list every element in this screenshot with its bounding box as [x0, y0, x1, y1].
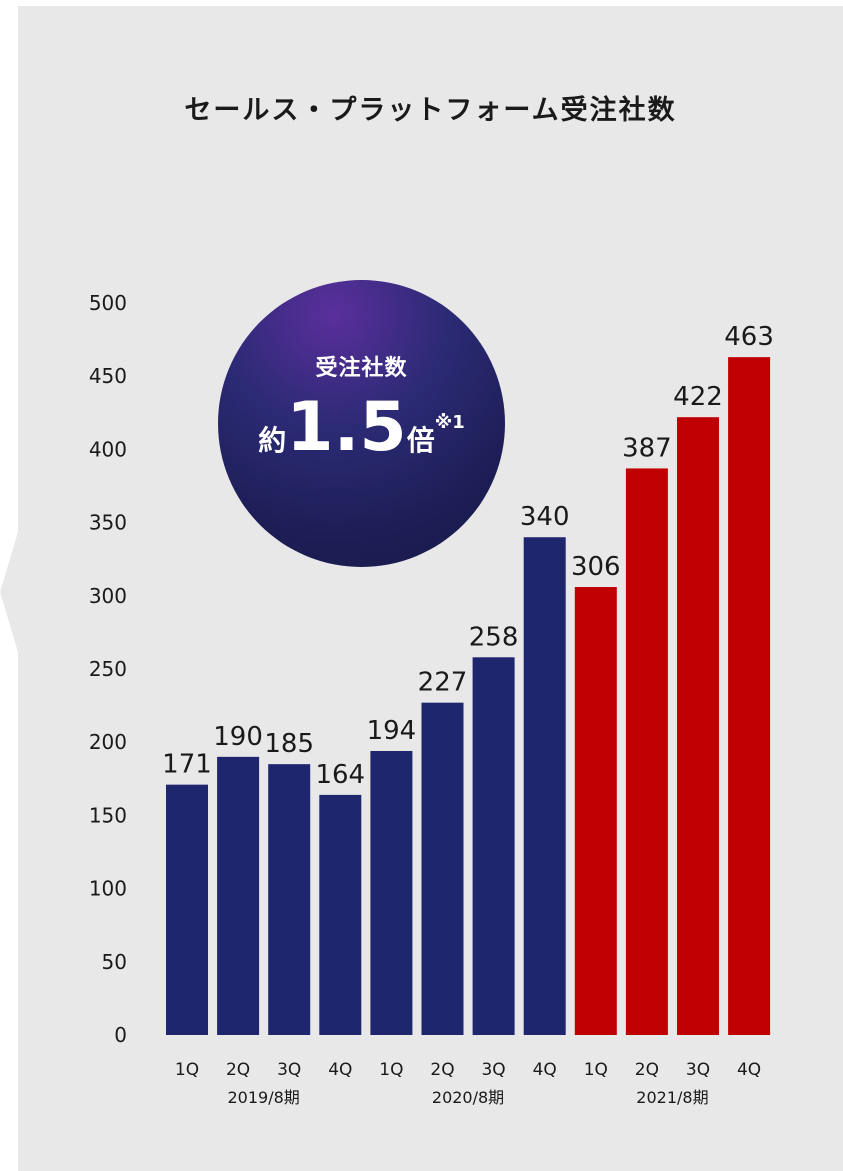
bar [370, 750, 413, 1035]
y-tick-label: 350 [89, 511, 127, 535]
data-label: 185 [264, 729, 314, 759]
data-label: 422 [673, 382, 723, 412]
x-tick-label: 2Q [226, 1060, 250, 1080]
y-tick-label: 450 [89, 364, 127, 388]
bar [728, 357, 771, 1036]
y-tick-label: 500 [89, 291, 127, 315]
data-label: 340 [520, 502, 570, 532]
bar [625, 468, 668, 1035]
x-tick-label: 1Q [584, 1060, 608, 1080]
x-tick-label: 2Q [430, 1060, 454, 1080]
x-tick-label: 1Q [175, 1060, 199, 1080]
bar [166, 784, 208, 1035]
bar [319, 794, 362, 1035]
bar [268, 764, 311, 1035]
data-label: 258 [469, 622, 519, 652]
x-tick-label: 4Q [533, 1060, 557, 1080]
y-tick-label: 50 [102, 950, 127, 974]
data-label: 194 [367, 716, 417, 746]
badge-value: 約1.5倍※1 [218, 388, 505, 467]
bar [472, 657, 515, 1035]
bar [217, 756, 260, 1035]
data-label: 164 [315, 760, 365, 790]
y-tick-label: 200 [89, 730, 127, 754]
bar [523, 537, 566, 1035]
y-tick-label: 250 [89, 657, 127, 681]
y-axis: 0 50 100 150 200 250 300 350 400 450 500 [89, 291, 127, 1047]
x-axis: 1Q 2Q 3Q 4Q 1Q 2Q 3Q 4Q 1Q 2Q 3Q 4Q 2019/8期 2020/8期 20… [175, 1060, 761, 1107]
growth-badge: 受注社数 約1.5倍※1 [218, 280, 505, 567]
chart-title: セールス・プラットフォーム受注社数 [184, 95, 677, 126]
x-tick-label: 2Q [635, 1060, 659, 1080]
data-label: 463 [724, 322, 774, 352]
period-group-label: 2021/8期 [636, 1088, 708, 1107]
y-tick-label: 400 [89, 437, 127, 461]
x-tick-label: 1Q [379, 1060, 403, 1080]
bar [677, 417, 719, 1035]
data-label: 227 [418, 668, 468, 698]
badge-footnote-marker: ※1 [434, 412, 465, 433]
y-tick-label: 300 [89, 584, 127, 608]
x-tick-label: 3Q [481, 1060, 505, 1080]
x-tick-label: 4Q [328, 1060, 352, 1080]
period-group-label: 2019/8期 [228, 1088, 300, 1107]
y-tick-label: 100 [89, 877, 127, 901]
data-label: 306 [571, 552, 621, 582]
data-label: 190 [213, 722, 263, 752]
badge-prefix: 約 [258, 424, 287, 457]
x-tick-label: 4Q [737, 1060, 761, 1080]
x-tick-label: 3Q [686, 1060, 710, 1080]
data-label: 387 [622, 433, 672, 463]
badge-number: 1.5 [286, 388, 407, 467]
badge-suffix: 倍 [406, 424, 435, 457]
bars [166, 357, 771, 1036]
y-tick-label: 0 [114, 1023, 127, 1047]
y-tick-label: 150 [89, 803, 127, 827]
bar [421, 702, 464, 1035]
side-notch [0, 532, 18, 652]
period-group-label: 2020/8期 [432, 1088, 504, 1107]
badge-label: 受注社数 [315, 356, 408, 381]
x-tick-label: 3Q [277, 1060, 301, 1080]
bar [574, 587, 617, 1035]
data-label: 171 [162, 750, 212, 780]
